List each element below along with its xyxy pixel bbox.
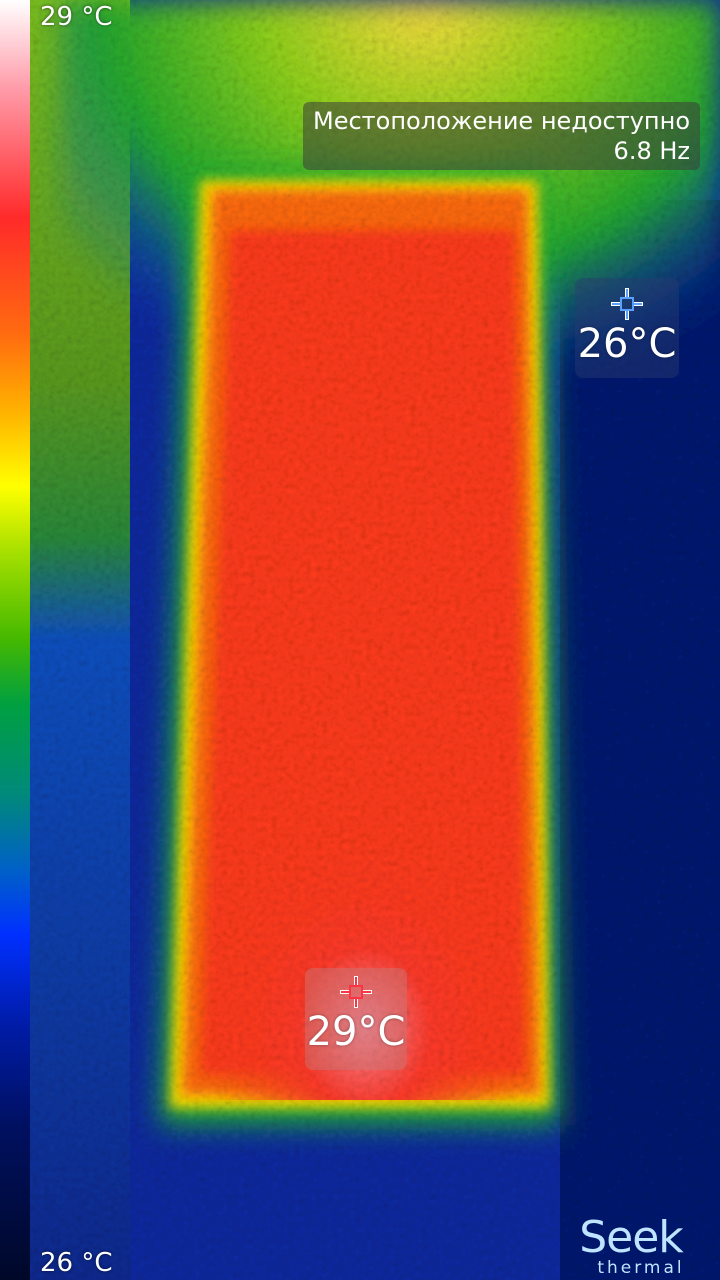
hot-spot-marker[interactable]: 29°C bbox=[305, 968, 407, 1070]
scale-max-label: 29 °C bbox=[40, 2, 113, 32]
logo-subtitle: thermal bbox=[597, 1258, 685, 1278]
crosshair-hot-icon bbox=[340, 976, 372, 1008]
logo-name: Seek bbox=[579, 1212, 684, 1263]
seek-thermal-logo: Seek thermal bbox=[566, 1212, 696, 1278]
info-panel: Местоположение недоступно 6.8 Hz bbox=[303, 102, 700, 170]
cold-spot-marker[interactable]: 26°C bbox=[575, 278, 679, 378]
location-status: Местоположение недоступно bbox=[313, 107, 690, 135]
hot-spot-temperature: 29°C bbox=[306, 1009, 406, 1055]
cold-spot-temperature: 26°C bbox=[577, 321, 677, 367]
crosshair-cold-icon bbox=[611, 288, 643, 320]
frame-rate: 6.8 Hz bbox=[613, 137, 690, 165]
scale-min-label: 26 °C bbox=[40, 1248, 113, 1278]
temperature-scale-bar bbox=[0, 0, 30, 1280]
